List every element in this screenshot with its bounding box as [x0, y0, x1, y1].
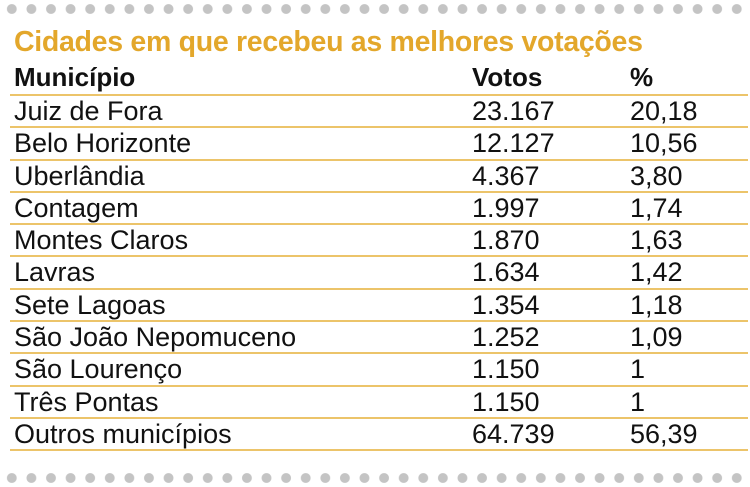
table-row: Três Pontas 1.150 1	[10, 387, 748, 419]
table-cell: 1	[630, 354, 646, 385]
table-row: São Lourenço 1.150 1	[10, 354, 748, 387]
table-cell: 20,18	[630, 96, 698, 126]
table-cell: 1,18	[630, 289, 683, 320]
table-row: Uberlândia 4.367 3,80	[10, 161, 748, 193]
table-cell: Montes Claros	[14, 225, 189, 256]
table-cell: Uberlândia	[14, 160, 145, 191]
table-cell: 1,74	[630, 192, 683, 223]
header-cell: Município	[14, 62, 136, 92]
table-cell: 1.150	[472, 354, 540, 385]
table-cell: Belo Horizonte	[14, 128, 192, 159]
table-cell: 1	[630, 386, 646, 417]
table-cell: 1.634	[472, 257, 540, 288]
table-row: Outros municípios 64.739 56,39	[10, 418, 748, 452]
table-cell: 1.150	[472, 386, 540, 417]
table-cell: 10,56	[630, 128, 698, 159]
table-cell: 4.367	[472, 160, 540, 191]
table-cell: 1.252	[472, 322, 540, 353]
table-cell: 1.354	[472, 289, 540, 320]
table-cell: Sete Lagoas	[14, 289, 166, 320]
table: Município Votos% Juiz de Fora 23.167 20,18 Be…	[10, 60, 748, 452]
table-cell: Três Pontas	[14, 386, 159, 417]
table-cell: 1,09	[630, 322, 683, 353]
table-cell: Contagem	[14, 192, 139, 223]
table-cell: Lavras	[14, 257, 96, 288]
table-cell: 1.997	[472, 192, 540, 223]
table-cell: 1,42	[630, 257, 683, 288]
dot-border-bottom	[0, 472, 750, 484]
table-cell: São Lourenço	[14, 354, 183, 385]
table-row: Juiz de Fora 23.167 20,18	[10, 96, 748, 129]
table-row: São João Nepomuceno 1.252 1,09	[10, 322, 748, 355]
table-cell: 1.870	[472, 225, 540, 256]
table-row: Montes Claros 1.870 1,63	[10, 225, 748, 258]
header-cell: %	[630, 62, 654, 92]
header-cell: Votos	[472, 62, 543, 92]
table-cell: 1,63	[630, 225, 683, 256]
table-cell: 64.739	[472, 418, 555, 449]
table-cell: 12.127	[472, 128, 555, 159]
table-cell: Juiz de Fora	[14, 96, 163, 126]
title: Cidades em que recebeu as melhores votaç…	[14, 26, 643, 58]
table-cell: 56,39	[630, 418, 698, 449]
table-row: Sete Lagoas 1.354 1,18	[10, 289, 748, 323]
dot-border-top	[0, 3, 750, 15]
table-row: Contagem 1.997 1,74	[10, 192, 748, 226]
table-cell: 3,80	[630, 160, 683, 191]
header-row: Município Votos%	[10, 60, 748, 96]
table-cell: 23.167	[472, 96, 555, 126]
table-row: Belo Horizonte 12.127 10,56	[10, 128, 748, 161]
table-row: Lavras 1.634 1,42	[10, 257, 748, 290]
table-cell: São João Nepomuceno	[14, 322, 297, 353]
table-cell: Outros municípios	[14, 418, 232, 449]
